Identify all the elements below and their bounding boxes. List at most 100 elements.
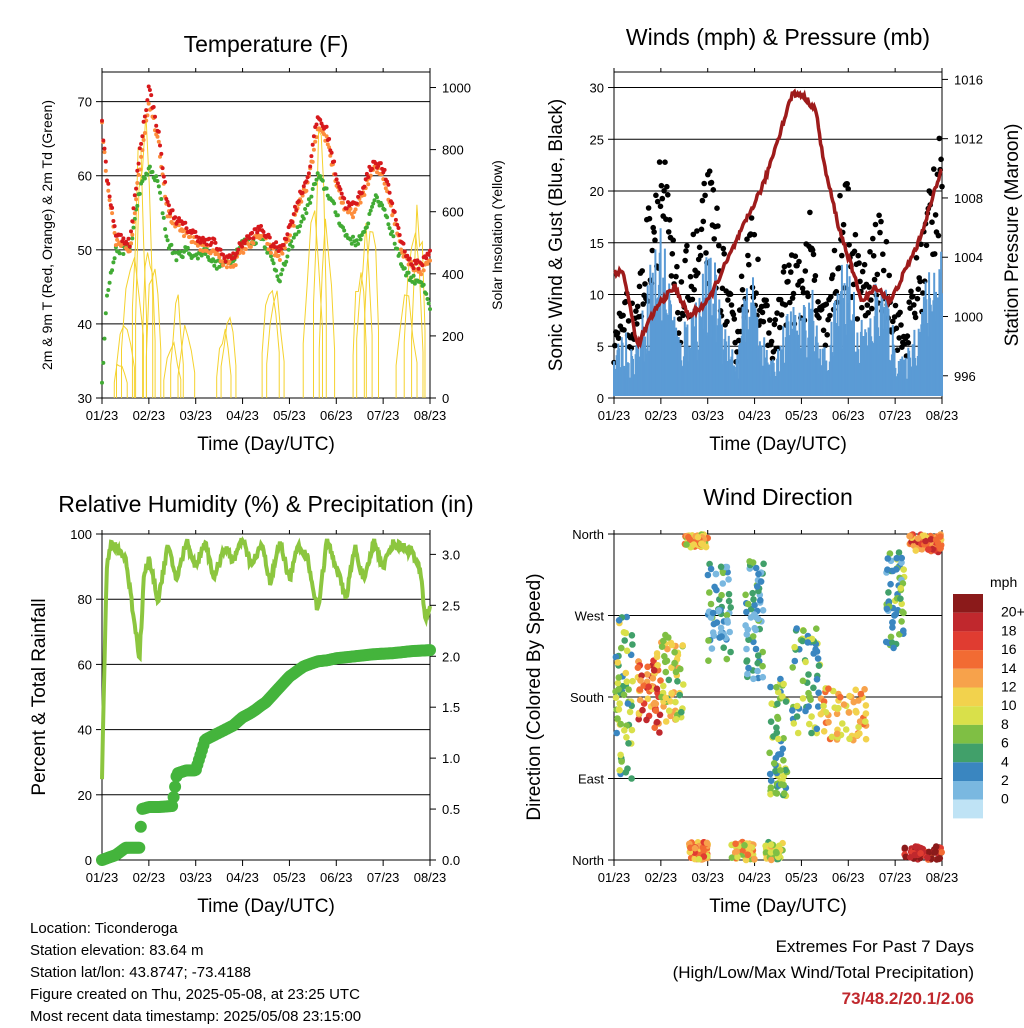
data-point xyxy=(217,255,222,260)
gust-point xyxy=(871,276,878,283)
gust-point xyxy=(665,192,671,198)
direction-point xyxy=(653,718,661,726)
direction-point xyxy=(754,615,762,623)
data-point xyxy=(154,174,159,179)
data-point xyxy=(358,237,363,242)
data-point xyxy=(372,198,377,203)
direction-point xyxy=(780,735,787,742)
data-point xyxy=(364,225,369,230)
direction-point xyxy=(777,781,785,788)
gust-point xyxy=(702,192,708,199)
direction-point xyxy=(772,767,779,775)
data-point xyxy=(308,200,313,205)
direction-point xyxy=(727,648,734,656)
data-point xyxy=(170,208,175,213)
data-point xyxy=(165,199,170,204)
direction-point xyxy=(768,856,775,864)
data-point xyxy=(324,134,329,139)
data-point xyxy=(140,134,145,139)
direction-point xyxy=(889,624,896,631)
direction-point xyxy=(680,681,687,688)
data-point xyxy=(174,258,179,263)
data-point xyxy=(107,280,112,285)
data-point xyxy=(304,211,309,216)
gust-point xyxy=(736,307,743,313)
y-tick-label-right: 1.0 xyxy=(442,751,460,766)
data-point xyxy=(301,216,306,221)
data-point xyxy=(259,224,263,228)
direction-point xyxy=(668,690,675,697)
gust-point xyxy=(680,312,686,319)
legend-swatch xyxy=(953,799,983,819)
data-point xyxy=(102,146,107,151)
direction-point xyxy=(623,734,630,741)
direction-point xyxy=(936,855,944,862)
gust-point xyxy=(699,197,706,204)
data-point xyxy=(195,256,200,261)
data-point xyxy=(270,258,275,262)
direction-point xyxy=(690,541,698,548)
data-point xyxy=(243,238,248,242)
direction-point xyxy=(815,662,823,669)
direction-point xyxy=(623,678,631,685)
direction-point xyxy=(718,591,725,599)
direction-point xyxy=(825,685,832,692)
y-tick-label-right: 400 xyxy=(442,267,464,282)
gust-point xyxy=(666,217,673,223)
data-point xyxy=(251,236,256,241)
direction-point xyxy=(906,532,913,540)
gust-point xyxy=(755,256,761,263)
gust-point xyxy=(893,325,900,332)
data-point xyxy=(107,198,112,203)
direction-point xyxy=(773,683,780,691)
direction-point xyxy=(715,608,722,615)
gust-point xyxy=(701,180,707,187)
data-point xyxy=(155,134,160,139)
direction-point xyxy=(820,702,827,710)
solar-spike xyxy=(363,231,380,399)
direction-point xyxy=(651,724,658,731)
data-point xyxy=(248,244,253,249)
x-tick-label: 05/23 xyxy=(273,870,306,885)
y-tick-label-right: 1016 xyxy=(954,72,983,87)
gust-point xyxy=(670,237,676,243)
data-point xyxy=(314,122,319,127)
data-point xyxy=(375,195,379,200)
gust-point xyxy=(654,198,661,205)
data-point xyxy=(173,215,178,220)
data-point xyxy=(310,159,315,164)
direction-point xyxy=(925,848,933,856)
data-point xyxy=(421,282,426,287)
data-point xyxy=(416,266,421,271)
y-tick-label-right: 800 xyxy=(442,143,464,158)
direction-point xyxy=(709,629,717,636)
direction-point xyxy=(852,686,859,694)
direction-point xyxy=(726,628,733,636)
direction-point xyxy=(814,703,822,710)
y-tick-label: 100 xyxy=(70,527,92,542)
data-point xyxy=(169,242,174,247)
data-point xyxy=(419,280,424,285)
y-tick-label-right: 1000 xyxy=(442,81,471,96)
gust-point xyxy=(787,299,793,306)
gust-point xyxy=(646,215,653,222)
solar-spike xyxy=(356,223,373,399)
direction-point xyxy=(889,619,896,626)
y-tick-label-right: 600 xyxy=(442,205,464,220)
direction-point xyxy=(924,854,931,861)
legend-swatch xyxy=(953,594,983,613)
x-tick-label: 05/23 xyxy=(785,408,818,423)
direction-point xyxy=(623,647,631,655)
gust-point xyxy=(829,272,836,278)
direction-point xyxy=(656,729,663,736)
x-axis-label: Time (Day/UTC) xyxy=(197,896,335,917)
data-point xyxy=(233,263,238,268)
data-point xyxy=(117,251,122,256)
legend-label: 4 xyxy=(1001,753,1009,769)
data-point xyxy=(241,250,246,255)
gust-point xyxy=(856,260,862,266)
gust-point xyxy=(896,335,902,341)
direction-point xyxy=(833,730,841,738)
gust-point xyxy=(678,279,685,285)
legend-label: 0 xyxy=(1001,791,1009,807)
